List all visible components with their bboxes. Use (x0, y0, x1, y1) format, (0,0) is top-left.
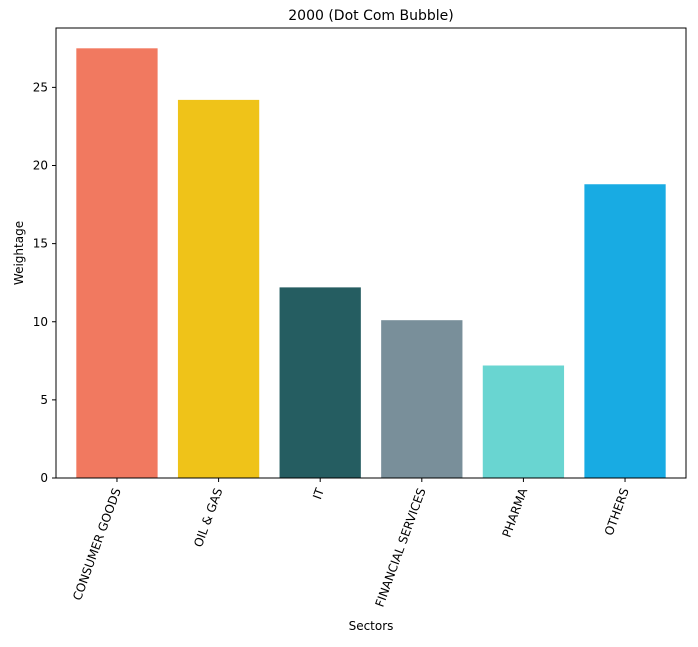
x-tick-label-it: IT (310, 486, 327, 502)
bar-oil-gas (177, 99, 260, 478)
x-tick-label-consumer-goods: CONSUMER GOODS (70, 486, 124, 602)
y-tick-label: 15 (33, 237, 48, 251)
x-tick-label-others: OTHERS (602, 486, 632, 537)
bar-others (584, 184, 666, 478)
y-tick-label: 0 (40, 471, 48, 485)
y-tick-label: 25 (33, 80, 48, 94)
y-tick-label: 5 (40, 393, 48, 407)
bar-consumer-goods (76, 48, 158, 479)
y-tick-label: 10 (33, 315, 48, 329)
bar-it (279, 287, 361, 479)
x-tick-label-oil-gas: OIL & GAS (191, 486, 225, 549)
plot-frame (55, 27, 687, 479)
y-tick-label: 20 (33, 159, 48, 173)
y-axis-label: Weightage (12, 221, 26, 285)
bar-financial-services (381, 320, 463, 478)
x-tick-label-pharma: PHARMA (500, 485, 531, 539)
x-axis-label: Sectors (349, 619, 394, 633)
x-axis: CONSUMER GOODS OIL & GAS IT FINANCIAL SERVI… (70, 478, 632, 609)
bar-pharma (482, 365, 565, 478)
bars-group (76, 48, 666, 479)
chart-title: 2000 (Dot Com Bubble) (288, 8, 453, 24)
x-tick-label-financial-services: FINANCIAL SERVICES (373, 486, 429, 609)
y-axis: 0 5 10 15 20 25 (33, 80, 56, 485)
